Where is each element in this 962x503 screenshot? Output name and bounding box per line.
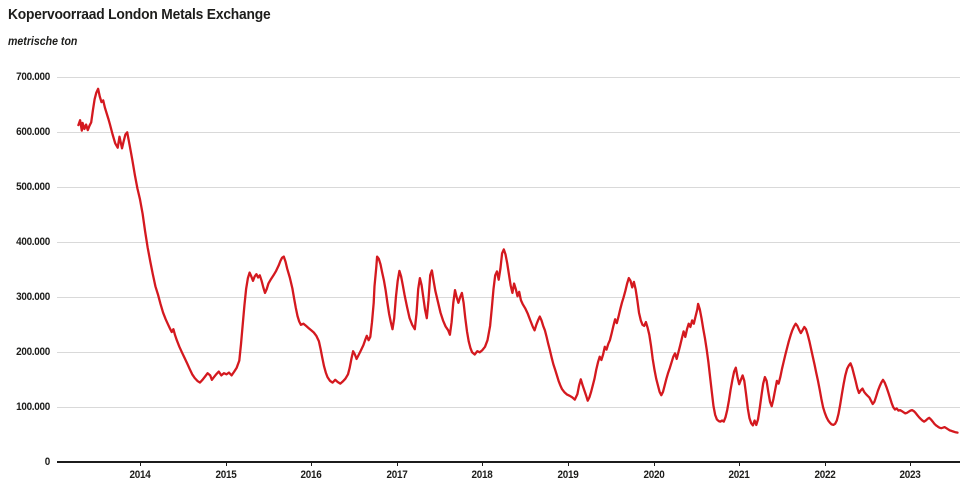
y-axis-unit-label: metrische ton xyxy=(8,36,78,48)
x-tick-mark xyxy=(910,462,912,466)
x-tick-label: 2015 xyxy=(215,469,237,481)
copper-stock-line xyxy=(77,87,959,434)
x-tick-label: 2022 xyxy=(814,469,836,481)
y-tick-label: 100.000 xyxy=(16,401,50,414)
y-gridline xyxy=(57,131,960,133)
x-tick-label: 2019 xyxy=(557,469,579,481)
y-gridline xyxy=(57,186,960,188)
x-tick-label: 2017 xyxy=(386,469,408,481)
y-gridline xyxy=(57,241,960,243)
y-tick-label: 0 xyxy=(44,456,51,469)
x-tick-label: 2018 xyxy=(471,469,493,481)
x-tick-mark xyxy=(568,462,569,466)
y-gridline xyxy=(57,406,960,408)
y-tick-label: 600.000 xyxy=(16,126,50,139)
x-tick-mark xyxy=(396,462,398,466)
x-tick-label: 2021 xyxy=(728,469,750,481)
x-tick-label: 2016 xyxy=(300,469,322,481)
x-tick-mark xyxy=(824,462,826,466)
y-tick-label: 500.000 xyxy=(16,181,50,194)
y-gridline xyxy=(57,296,960,298)
x-tick-label: 2023 xyxy=(899,469,921,481)
x-tick-label: 2020 xyxy=(643,469,665,481)
x-tick-mark xyxy=(140,462,141,466)
x-tick-label: 2014 xyxy=(129,469,151,481)
y-tick-label: 700.000 xyxy=(16,71,50,84)
y-tick-label: 400.000 xyxy=(16,236,50,249)
y-tick-label: 300.000 xyxy=(16,291,50,304)
y-gridline xyxy=(57,76,960,78)
x-tick-mark xyxy=(225,462,227,466)
x-tick-mark xyxy=(482,462,484,466)
x-tick-mark xyxy=(311,462,313,466)
chart-title: Kopervoorraad London Metals Exchange xyxy=(8,6,271,23)
y-gridline xyxy=(57,351,960,353)
x-tick-mark xyxy=(739,462,741,466)
x-tick-mark xyxy=(653,462,655,466)
y-tick-label: 200.000 xyxy=(16,346,50,359)
x-axis-line xyxy=(57,461,960,464)
